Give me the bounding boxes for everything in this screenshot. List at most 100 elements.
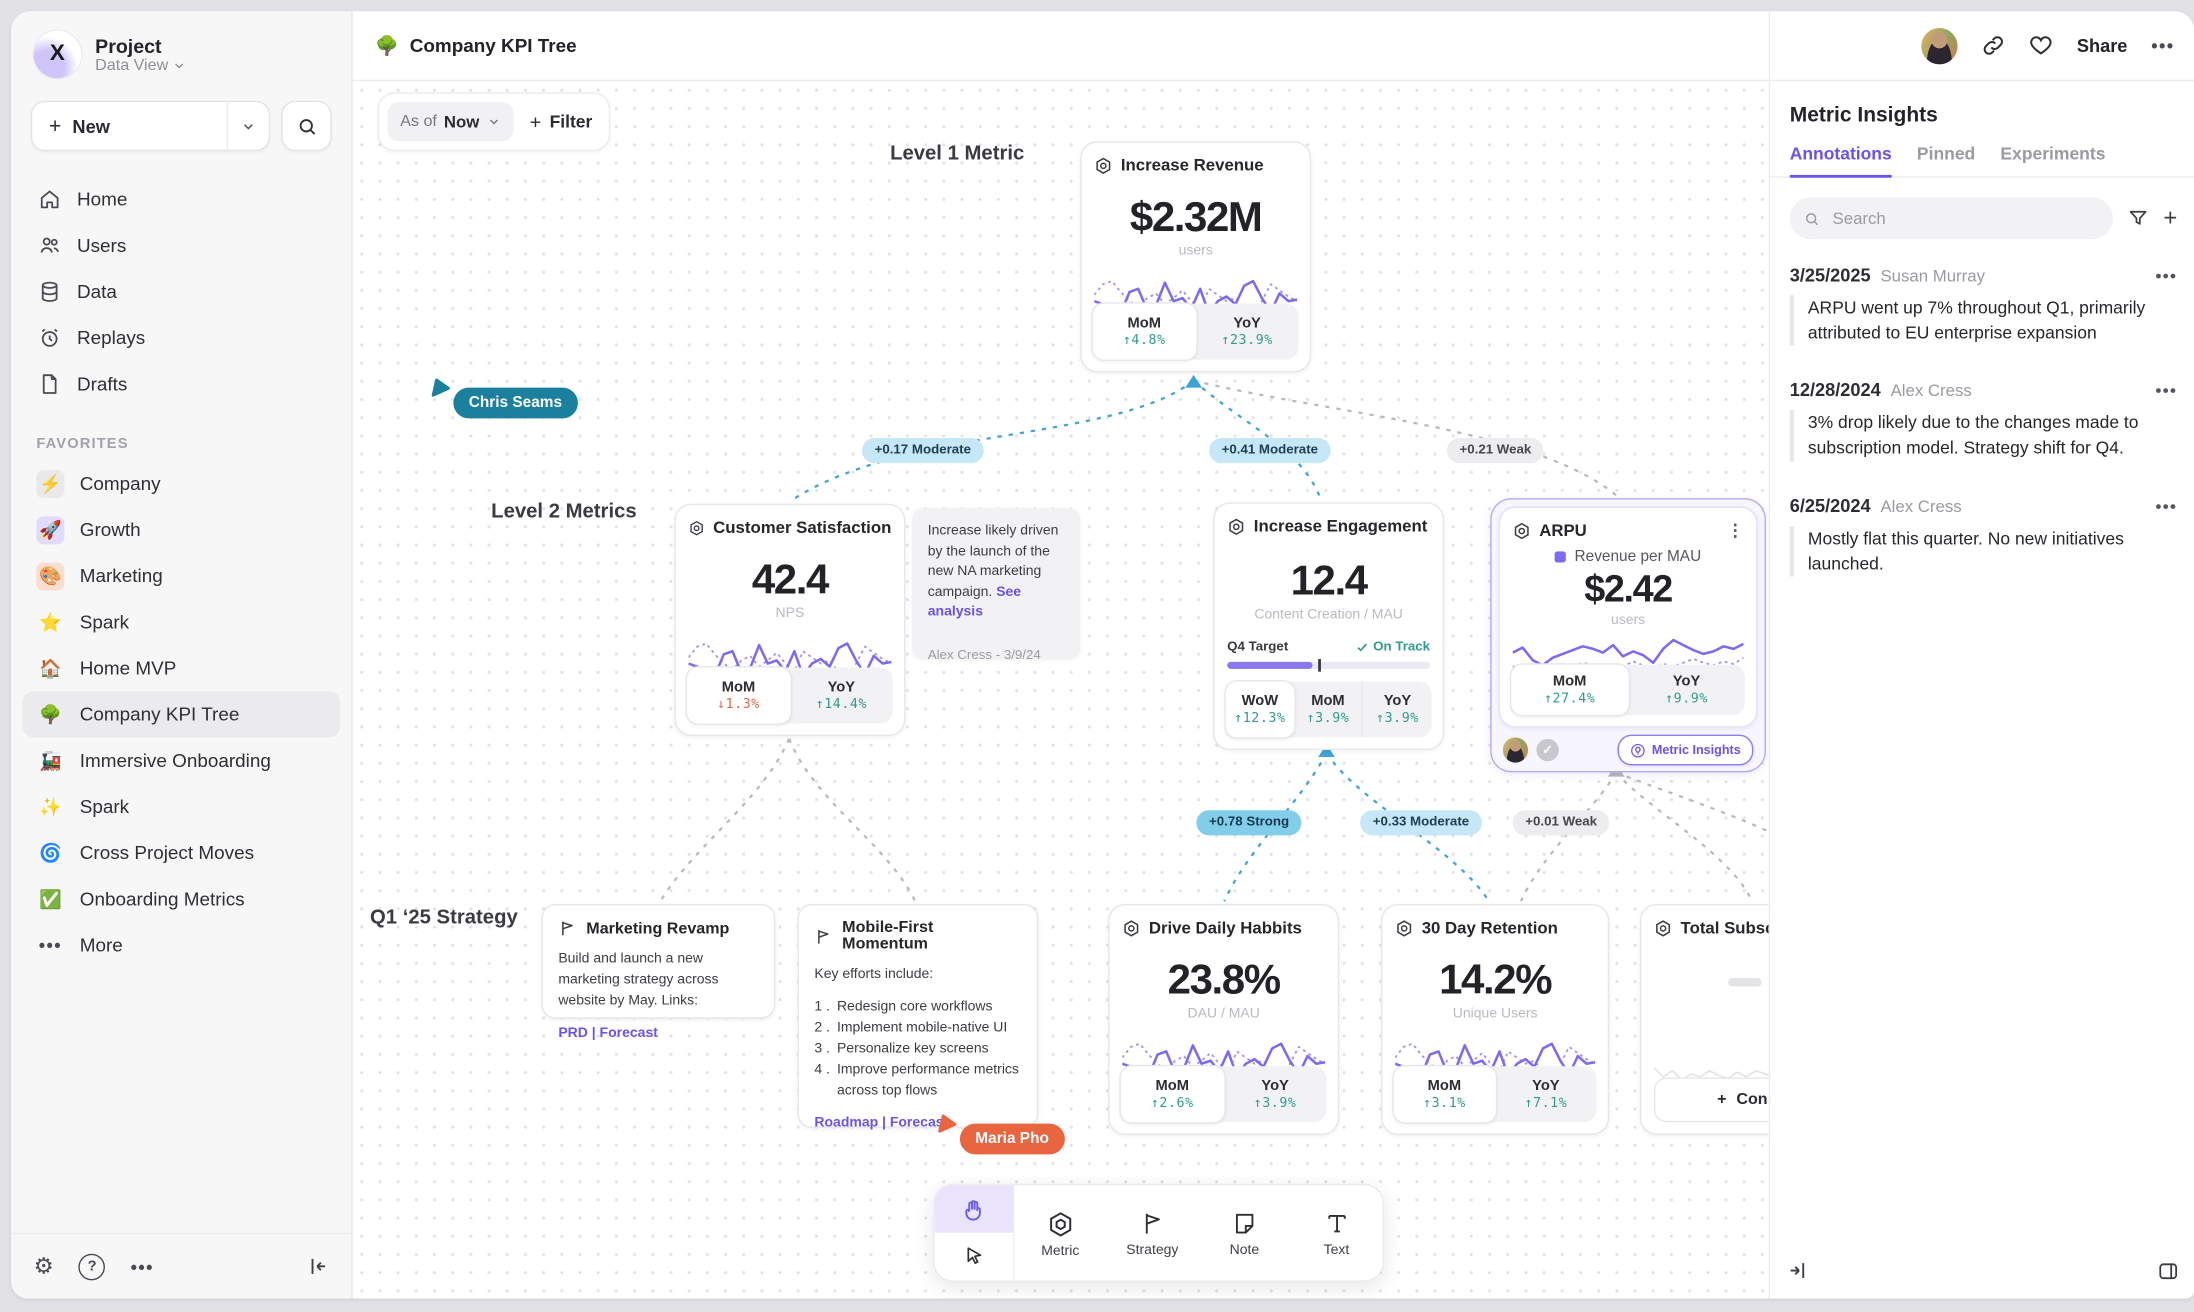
settings-gear-icon[interactable]: ⚙ xyxy=(33,1255,54,1279)
plus-icon: + xyxy=(1717,1091,1727,1109)
sidebar: X Project Data View + New xyxy=(11,11,353,1299)
as-of-dropdown[interactable]: As of Now xyxy=(387,102,513,142)
stat-mom[interactable]: MoM ↑27.4% xyxy=(1509,663,1630,717)
annotation-menu-icon[interactable]: ••• xyxy=(2155,265,2178,286)
add-annotation-icon[interactable]: + xyxy=(2163,204,2178,231)
level3-label: Q1 ‘25 Strategy xyxy=(370,906,518,930)
as-of-prefix: As of xyxy=(400,113,437,131)
stat-yoy[interactable]: YoY ↑7.1% xyxy=(1524,1077,1568,1112)
kebab-menu-icon[interactable]: ⋮ xyxy=(1726,520,1744,541)
panel-tabs: Annotations Pinned Experiments xyxy=(1770,144,2194,178)
help-icon[interactable]: ? xyxy=(78,1253,106,1280)
strategy-tool-button[interactable]: Strategy xyxy=(1106,1185,1198,1280)
metric-card-arpu[interactable]: ARPU ⋮ Revenue per MAU $2.42 users MoM ↑… xyxy=(1498,506,1758,728)
tab-experiments[interactable]: Experiments xyxy=(2000,144,2106,164)
metric-card-customer-satisfaction[interactable]: Customer Satisfaction 42.4 NPS MoM ↓1.3%… xyxy=(674,503,906,737)
stat-mom[interactable]: MoM ↑2.6% xyxy=(1119,1064,1226,1124)
stat-mom[interactable]: MoM ↓1.3% xyxy=(685,666,792,725)
connect-button[interactable]: + Connect xyxy=(1653,1077,1769,1123)
metric-card-drive-daily-habbits[interactable]: Drive Daily Habbits 23.8% DAU / MAU MoM … xyxy=(1108,903,1340,1135)
annotation-menu-icon[interactable]: ••• xyxy=(2155,496,2178,516)
topbar: 🌳 Company KPI Tree xyxy=(352,11,1769,82)
stat-mom[interactable]: MoM ↑4.8% xyxy=(1091,302,1198,362)
stat-wow[interactable]: WoW ↑12.3% xyxy=(1224,680,1296,739)
strategy-links[interactable]: Roadmap | Forecast xyxy=(814,1115,949,1131)
sidebar-item-home[interactable]: Home xyxy=(22,176,340,222)
metric-card-increase-engagement[interactable]: Increase Engagement 12.4 Content Creatio… xyxy=(1213,502,1445,751)
panel-layout-icon[interactable] xyxy=(2156,1259,2180,1283)
annotation-item[interactable]: 6/25/2024 Alex Cress ••• Mostly flat thi… xyxy=(1789,495,2178,577)
new-dropdown-button[interactable] xyxy=(226,102,269,150)
metric-insights-panel: Share ••• Metric Insights Annotations Pi… xyxy=(1768,11,2194,1299)
stat-yoy[interactable]: YoY ↑3.9% xyxy=(1253,1077,1297,1112)
favorite-item-growth[interactable]: 🚀 Growth xyxy=(22,507,340,553)
workspace-switcher[interactable]: X Project Data View xyxy=(11,11,351,92)
annotations-search[interactable] xyxy=(1789,197,2114,240)
canvas-note[interactable]: Increase likely driven by the launch of … xyxy=(912,507,1081,663)
favorite-item-home-mvp[interactable]: 🏠 Home MVP xyxy=(22,645,340,691)
favorite-heart-icon[interactable] xyxy=(2029,34,2053,58)
sidebar-item-replays[interactable]: Replays xyxy=(22,315,340,361)
metric-tool-button[interactable]: Metric xyxy=(1014,1185,1106,1280)
filter-button[interactable]: + Filter xyxy=(530,111,593,133)
panel-header-actions: Share ••• xyxy=(1770,11,2194,82)
copy-link-icon[interactable] xyxy=(1982,34,2006,58)
stat-yoy[interactable]: YoY ↑9.9% xyxy=(1665,673,1708,707)
metric-card-increase-revenue[interactable]: Increase Revenue $2.32M users MoM ↑4.8% … xyxy=(1080,141,1312,373)
metric-insights-button[interactable]: Metric Insights xyxy=(1618,734,1754,766)
sidebar-item-drafts[interactable]: Drafts xyxy=(22,361,340,407)
stat-yoy[interactable]: YoY ↑14.4% xyxy=(815,678,868,713)
favorite-item-cross-project-moves[interactable]: 🌀 Cross Project Moves xyxy=(22,830,340,876)
hand-tool-button[interactable] xyxy=(934,1185,1013,1233)
favorite-item-company-kpi-tree[interactable]: 🌳 Company KPI Tree xyxy=(22,691,341,738)
select-tool-button[interactable] xyxy=(935,1233,1013,1281)
metric-card-30-day-retention[interactable]: 30 Day Retention 14.2% Unique Users MoM … xyxy=(1381,903,1610,1135)
strategy-links[interactable]: PRD | Forecast xyxy=(558,1025,658,1042)
stat-yoy[interactable]: YoY ↑3.9% xyxy=(1361,681,1432,738)
search-input[interactable] xyxy=(1829,207,2100,230)
sidebar-more-icon[interactable]: ••• xyxy=(130,1255,154,1277)
text-tool-button[interactable]: Text xyxy=(1290,1185,1382,1280)
cursor-arrow-icon xyxy=(967,1247,982,1264)
clock-icon xyxy=(36,325,61,350)
search-button[interactable] xyxy=(281,100,332,152)
kpi-tree-canvas[interactable]: As of Now + Filter Level 1 Metric Level … xyxy=(352,81,1769,1299)
favorite-item-company[interactable]: ⚡ Company xyxy=(22,460,340,506)
collapse-sidebar-icon[interactable] xyxy=(306,1255,328,1277)
strategy-card-marketing-revamp[interactable]: Marketing Revamp Build and launch a new … xyxy=(541,903,776,1041)
favorite-item-spark-2[interactable]: ✨ Spark xyxy=(22,784,340,830)
annotation-menu-icon[interactable]: ••• xyxy=(2155,380,2178,401)
favorite-item-marketing[interactable]: 🎨 Marketing xyxy=(22,553,340,599)
user-avatar[interactable] xyxy=(1921,27,1958,64)
strategy-card-mobile-first-momentum[interactable]: Mobile-First Momentum Key efforts includ… xyxy=(797,903,1039,1131)
more-menu-icon[interactable]: ••• xyxy=(2151,34,2175,56)
sidebar-item-data[interactable]: Data xyxy=(22,269,340,315)
stat-mom[interactable]: MoM ↑3.1% xyxy=(1392,1064,1497,1124)
filter-funnel-icon[interactable] xyxy=(2127,207,2149,229)
stat-mom[interactable]: MoM ↑3.9% xyxy=(1306,692,1350,727)
tab-annotations[interactable]: Annotations xyxy=(1789,144,1892,178)
note-tool-button[interactable]: Note xyxy=(1198,1185,1290,1280)
share-button[interactable]: Share xyxy=(2076,34,2128,56)
favorite-item-spark[interactable]: ⭐ Spark xyxy=(22,599,340,645)
sidebar-item-label: Data xyxy=(76,281,117,303)
see-analysis-link[interactable]: See analysis xyxy=(927,584,1022,620)
sparkline-chart xyxy=(1122,1030,1325,1092)
annotation-author: Alex Cress xyxy=(1890,380,1972,401)
annotation-item[interactable]: 12/28/2024 Alex Cress ••• 3% drop likely… xyxy=(1789,380,2178,462)
metric-card-total-subscriptions[interactable]: Total Subscript + Connect xyxy=(1639,903,1769,1135)
workspace-view-switcher[interactable]: Data View xyxy=(95,57,186,74)
tab-pinned[interactable]: Pinned xyxy=(1916,144,1976,164)
text-icon xyxy=(1327,1214,1346,1233)
sidebar-item-users[interactable]: Users xyxy=(22,222,340,268)
favorite-item-immersive-onboarding[interactable]: 🚂 Immersive Onboarding xyxy=(22,737,340,783)
metric-card-arpu-selected[interactable]: ARPU ⋮ Revenue per MAU $2.42 users MoM ↑… xyxy=(1490,498,1766,773)
favorites-more-button[interactable]: ••• More xyxy=(22,922,340,968)
new-button[interactable]: + New xyxy=(30,100,271,152)
plus-icon: + xyxy=(48,114,62,138)
collapse-panel-icon[interactable] xyxy=(1787,1259,1809,1281)
favorite-item-onboarding-metrics[interactable]: ✅ Onboarding Metrics xyxy=(22,876,340,922)
annotation-item[interactable]: 3/25/2025 Susan Murray ••• ARPU went up … xyxy=(1789,264,2178,346)
metric-value: 12.4 xyxy=(1290,558,1369,605)
stat-yoy[interactable]: YoY ↑23.9% xyxy=(1221,314,1273,349)
